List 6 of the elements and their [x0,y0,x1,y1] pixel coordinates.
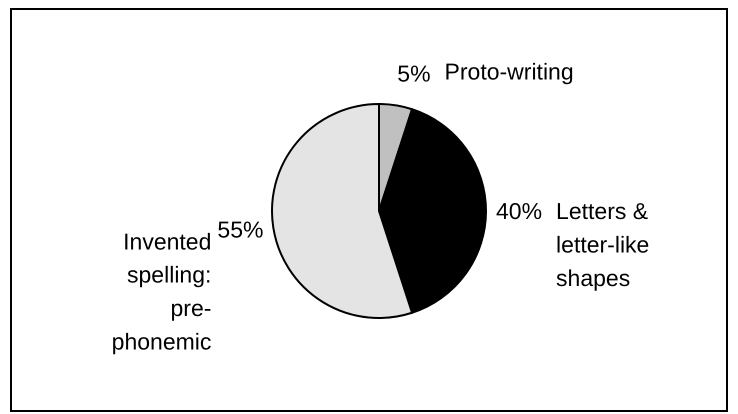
data-label: 5% [397,60,431,86]
slice-label: Proto-writing [444,58,574,84]
slice-label: Letters & letter-like shapes [556,198,650,291]
data-label: 40% [496,198,542,224]
slice-label: Invented spelling: pre-phonemic [112,228,212,354]
data-label: 55% [217,216,264,242]
